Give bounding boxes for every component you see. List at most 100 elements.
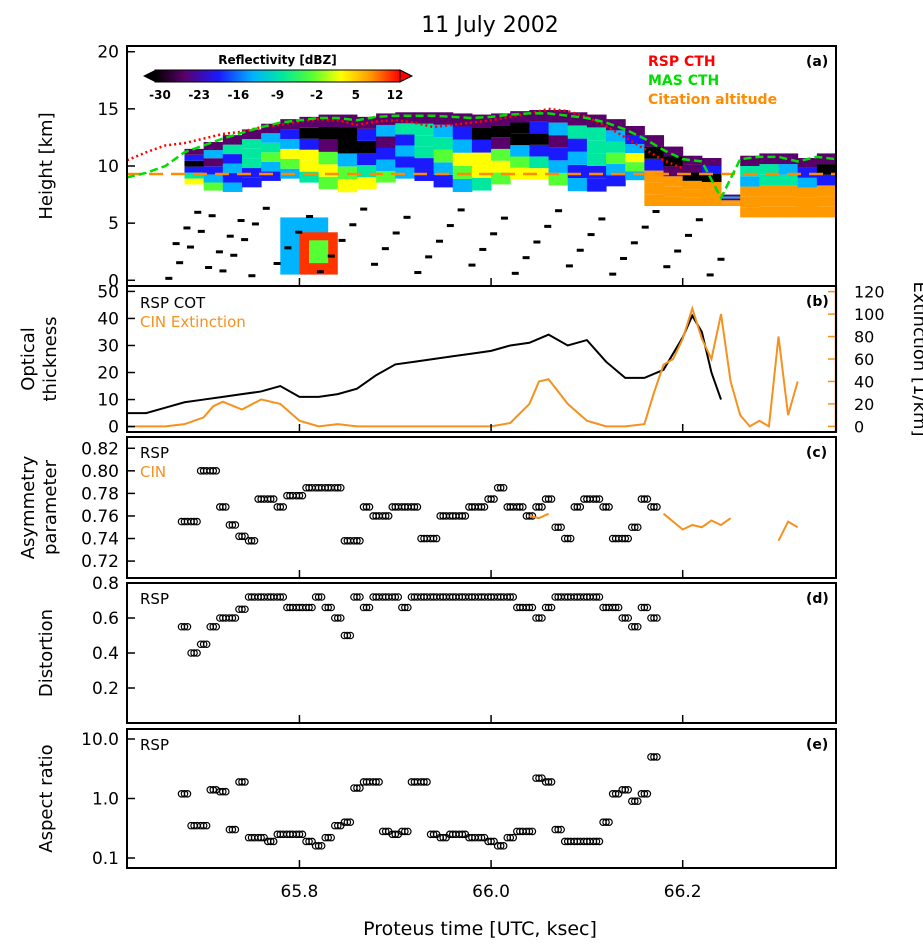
rsp-point (614, 603, 623, 612)
reflectivity-cell (184, 178, 205, 185)
reflectivity-noise (663, 265, 671, 269)
rsp-point (202, 821, 211, 830)
rsp-point (219, 503, 227, 511)
rsp-point (209, 467, 218, 475)
rsp-point (576, 503, 585, 511)
reflectivity-cell (682, 155, 703, 165)
rsp-point (199, 640, 208, 649)
y-tick-label: 5 (108, 214, 119, 234)
rsp-point (269, 837, 278, 846)
reflectivity-cell (682, 189, 703, 198)
rsp-point (633, 622, 642, 631)
rsp-point (621, 534, 630, 543)
reflectivity-cell (663, 166, 684, 177)
y-tick-label: 10 (97, 391, 119, 411)
rsp-point (640, 495, 649, 503)
rsp-point (353, 536, 361, 545)
reflectivity-noise (349, 223, 357, 227)
rsp-point (238, 778, 246, 786)
rsp-point (314, 842, 323, 850)
reflectivity-cell (721, 200, 741, 203)
rsp-point (266, 837, 275, 846)
reflectivity-noise (511, 271, 519, 275)
rsp-point (333, 483, 342, 492)
reflectivity-cell (625, 153, 645, 163)
reflectivity-noise (316, 270, 324, 274)
reflectivity-noise (295, 230, 303, 234)
reflectivity-cell (376, 136, 396, 148)
reflectivity-cell (452, 165, 473, 179)
reflectivity-cell (721, 198, 741, 201)
reflectivity-cell (510, 167, 530, 180)
reflectivity-cell (452, 178, 473, 193)
rsp-point (250, 536, 259, 545)
rsp-point (333, 821, 342, 830)
rsp-point (621, 786, 630, 794)
rsp-point (605, 503, 613, 511)
reflectivity-noise (609, 272, 617, 276)
y-tick-label: 0.82 (81, 439, 119, 459)
reflectivity-cell (222, 144, 243, 155)
legend-item: MAS CTH (648, 73, 719, 89)
y-tick-label: 0 (108, 271, 119, 291)
reflectivity-noise (533, 240, 541, 244)
rsp-point (595, 593, 604, 601)
reflectivity-cell (452, 126, 473, 140)
rsp-point (241, 778, 249, 786)
reflectivity-noise (674, 249, 682, 253)
y-axis-label: Height [km] (36, 112, 57, 219)
rsp-point (305, 837, 313, 846)
reflectivity-noise (251, 222, 259, 226)
reflectivity-cell (606, 175, 626, 187)
colorbar-tick-label: -23 (188, 88, 210, 102)
reflectivity-cell (491, 125, 511, 138)
rsp-point (404, 603, 412, 612)
rsp-point (432, 534, 441, 543)
reflectivity-cell (778, 153, 799, 165)
reflectivity-cell (778, 206, 799, 218)
reflectivity-noise (522, 256, 530, 260)
mas-cth-line (126, 112, 837, 201)
reflectivity-cell (356, 177, 377, 190)
rsp-point (228, 521, 237, 529)
rsp-point (327, 603, 336, 612)
reflectivity-cell (318, 139, 339, 152)
rsp-point (241, 605, 249, 614)
reflectivity-cell (510, 122, 530, 134)
reflectivity-cell (740, 207, 760, 218)
panel-label: (e) (806, 737, 828, 753)
rsp-point (238, 532, 246, 541)
y-tick-label: 20 (97, 43, 119, 63)
legend-item: CIN Extinction (140, 313, 246, 331)
reflectivity-cell (663, 196, 684, 206)
reflectivity-cell (491, 160, 511, 173)
rsp-point (295, 491, 304, 500)
rsp-point (525, 827, 534, 836)
y2-tick-label: 0 (854, 417, 864, 436)
rsp-point (499, 842, 508, 850)
rsp-point (384, 512, 393, 520)
rsp-point (592, 495, 601, 503)
reflectivity-noise (403, 215, 411, 219)
reflectivity-cell (644, 135, 665, 147)
reflectivity-cell (309, 240, 329, 264)
rsp-point (327, 833, 336, 842)
rsp-point (269, 495, 278, 503)
reflectivity-cell (510, 133, 530, 146)
reflectivity-noise (165, 276, 173, 280)
rsp-point (190, 517, 198, 526)
rsp-point (506, 833, 515, 842)
reflectivity-noise (392, 231, 400, 235)
cin-line (529, 512, 549, 520)
rsp-point (653, 753, 661, 761)
reflectivity-cell (433, 137, 454, 150)
rsp-cot-line (127, 313, 722, 415)
rsp-point (183, 622, 192, 631)
reflectivity-noise (194, 210, 202, 214)
reflectivity-noise (237, 219, 245, 223)
rsp-point (633, 797, 642, 806)
reflectivity-noise (208, 214, 216, 218)
reflectivity-cell (318, 176, 339, 190)
reflectivity-noise (435, 239, 443, 243)
